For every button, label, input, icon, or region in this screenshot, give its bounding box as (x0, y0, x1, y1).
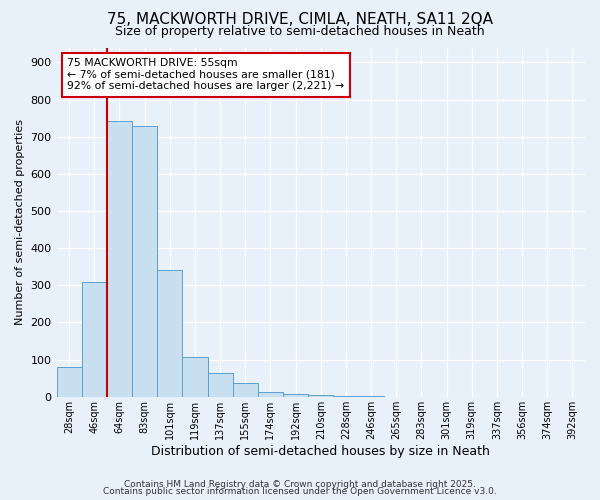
Bar (182, 356, 208, 397)
Text: Contains HM Land Registry data © Crown copyright and database right 2025.: Contains HM Land Registry data © Crown c… (124, 480, 476, 489)
Bar (334, 396, 359, 397)
Bar (283, 394, 308, 397)
Text: Size of property relative to semi-detached houses in Neath: Size of property relative to semi-detach… (115, 25, 485, 38)
Bar (56, 367, 82, 397)
Text: 75 MACKWORTH DRIVE: 55sqm
← 7% of semi-detached houses are smaller (181)
92% of : 75 MACKWORTH DRIVE: 55sqm ← 7% of semi-d… (67, 58, 344, 91)
Bar (157, 270, 182, 397)
Bar (308, 395, 334, 397)
Bar (208, 372, 233, 397)
Y-axis label: Number of semi-detached properties: Number of semi-detached properties (15, 119, 25, 325)
Bar (107, 121, 132, 397)
X-axis label: Distribution of semi-detached houses by size in Neath: Distribution of semi-detached houses by … (151, 444, 490, 458)
Bar (233, 382, 258, 397)
Bar (258, 392, 283, 397)
Bar (132, 126, 157, 397)
Text: Contains public sector information licensed under the Open Government Licence v3: Contains public sector information licen… (103, 488, 497, 496)
Bar (82, 282, 107, 397)
Text: 75, MACKWORTH DRIVE, CIMLA, NEATH, SA11 2QA: 75, MACKWORTH DRIVE, CIMLA, NEATH, SA11 … (107, 12, 493, 28)
